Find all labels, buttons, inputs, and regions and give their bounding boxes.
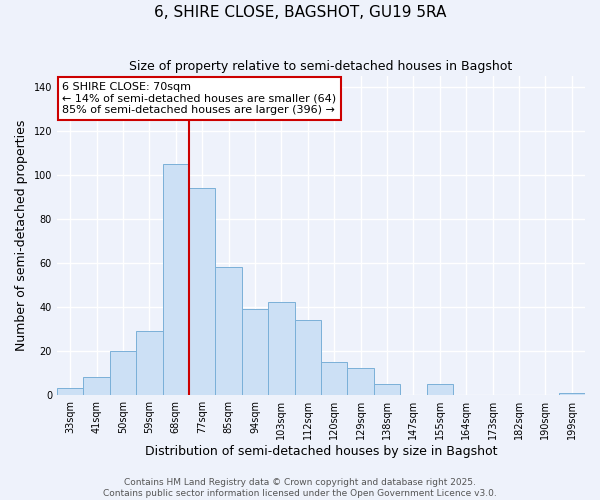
Y-axis label: Number of semi-detached properties: Number of semi-detached properties bbox=[15, 120, 28, 351]
Text: Contains HM Land Registry data © Crown copyright and database right 2025.
Contai: Contains HM Land Registry data © Crown c… bbox=[103, 478, 497, 498]
Bar bbox=[83, 377, 110, 394]
Bar bbox=[110, 350, 136, 395]
Text: 6 SHIRE CLOSE: 70sqm
← 14% of semi-detached houses are smaller (64)
85% of semi-: 6 SHIRE CLOSE: 70sqm ← 14% of semi-detac… bbox=[62, 82, 337, 115]
Text: 6, SHIRE CLOSE, BAGSHOT, GU19 5RA: 6, SHIRE CLOSE, BAGSHOT, GU19 5RA bbox=[154, 5, 446, 20]
Bar bbox=[57, 388, 83, 394]
Bar bbox=[136, 331, 163, 394]
Bar bbox=[215, 267, 242, 394]
Bar bbox=[268, 302, 295, 394]
Title: Size of property relative to semi-detached houses in Bagshot: Size of property relative to semi-detach… bbox=[130, 60, 512, 73]
Bar bbox=[242, 309, 268, 394]
X-axis label: Distribution of semi-detached houses by size in Bagshot: Distribution of semi-detached houses by … bbox=[145, 444, 497, 458]
Bar bbox=[295, 320, 321, 394]
Bar bbox=[163, 164, 189, 394]
Bar bbox=[427, 384, 453, 394]
Bar bbox=[374, 384, 400, 394]
Bar bbox=[347, 368, 374, 394]
Bar bbox=[559, 392, 585, 394]
Bar bbox=[189, 188, 215, 394]
Bar bbox=[321, 362, 347, 394]
